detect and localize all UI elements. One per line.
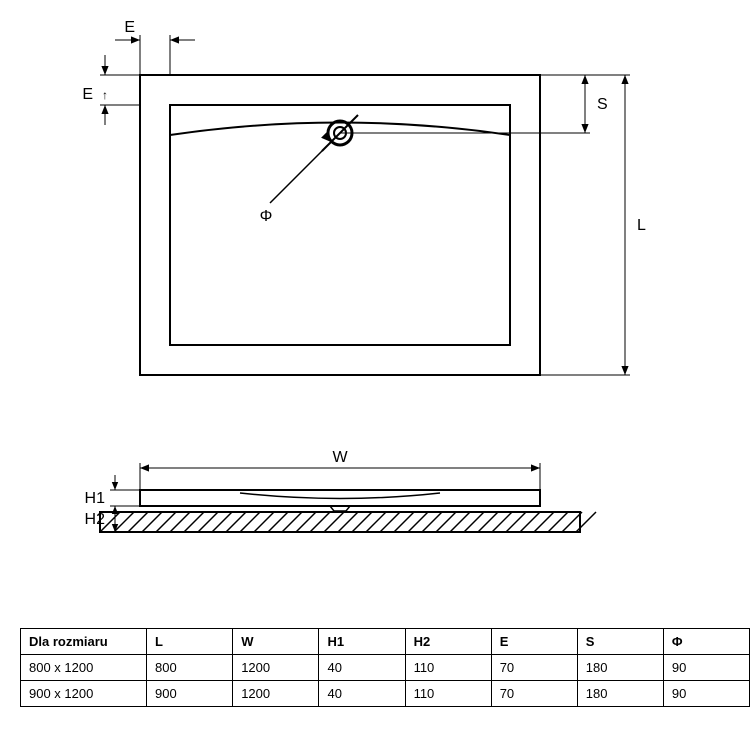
svg-text:S: S	[597, 96, 608, 113]
svg-text:H2: H2	[85, 511, 106, 528]
col-header: S	[577, 629, 663, 655]
inner-tray	[170, 105, 510, 345]
col-header: L	[147, 629, 233, 655]
col-header: E	[491, 629, 577, 655]
technical-drawing: E E ↑ S L Φ W H1 H2	[0, 0, 750, 620]
svg-text:↑: ↑	[102, 88, 108, 102]
svg-text:E: E	[82, 86, 93, 103]
svg-text:E: E	[124, 19, 135, 36]
table-row: 800 x 12008001200401107018090	[21, 655, 750, 681]
svg-text:L: L	[637, 217, 646, 234]
table-row: 900 x 12009001200401107018090	[21, 681, 750, 707]
col-header: W	[233, 629, 319, 655]
svg-text:W: W	[332, 449, 348, 466]
col-header: H2	[405, 629, 491, 655]
svg-text:H1: H1	[85, 490, 106, 507]
col-header: Φ	[663, 629, 749, 655]
dimensions-table: Dla rozmiaruLWH1H2ESΦ 800 x 120080012004…	[20, 628, 750, 707]
svg-text:Φ: Φ	[260, 208, 273, 225]
col-header: H1	[319, 629, 405, 655]
col-header: Dla rozmiaru	[21, 629, 147, 655]
